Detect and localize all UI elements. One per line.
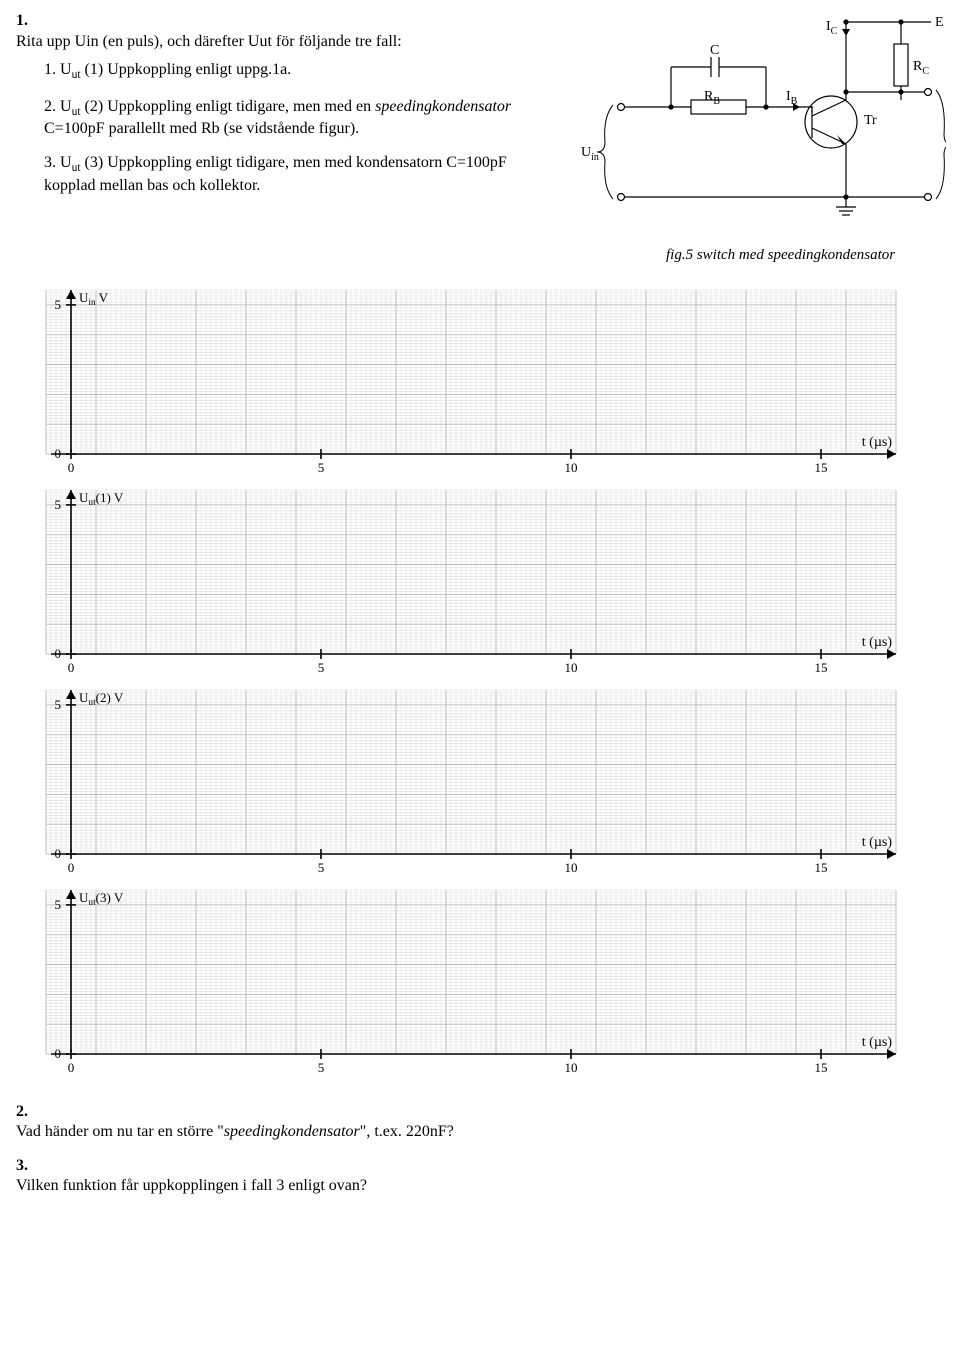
svg-text:t (µs): t (µs) bbox=[862, 1035, 893, 1050]
svg-text:5: 5 bbox=[55, 897, 62, 912]
svg-text:E: E bbox=[935, 15, 944, 30]
graph-panel-1: 05101505t (µs)Uut(1) V bbox=[16, 482, 944, 682]
svg-text:5: 5 bbox=[55, 297, 62, 312]
svg-text:0: 0 bbox=[55, 446, 62, 461]
svg-text:0: 0 bbox=[55, 846, 62, 861]
svg-text:15: 15 bbox=[815, 860, 828, 875]
svg-text:0: 0 bbox=[55, 646, 62, 661]
svg-text:5: 5 bbox=[55, 497, 62, 512]
q1-list: 1. Uut (1) Uppkoppling enligt uppg.1a. 2… bbox=[44, 60, 524, 196]
svg-text:RC: RC bbox=[913, 59, 929, 77]
q1-item-3: 3. Uut (3) Uppkoppling enligt tidigare, … bbox=[44, 153, 524, 196]
svg-text:C: C bbox=[710, 43, 719, 58]
svg-text:15: 15 bbox=[815, 1060, 828, 1075]
svg-text:5: 5 bbox=[318, 460, 325, 475]
svg-text:0: 0 bbox=[55, 1046, 62, 1061]
svg-text:10: 10 bbox=[565, 460, 578, 475]
svg-text:15: 15 bbox=[815, 660, 828, 675]
svg-text:t (µs): t (µs) bbox=[862, 635, 893, 650]
svg-text:Uin: Uin bbox=[581, 145, 599, 163]
svg-text:IC: IC bbox=[826, 19, 838, 37]
svg-text:0: 0 bbox=[68, 460, 75, 475]
question-3: 3. Vilken funktion får uppkopplingen i f… bbox=[16, 1156, 944, 1196]
q1-intro: Rita upp Uin (en puls), och därefter Uut… bbox=[16, 32, 536, 52]
svg-text:10: 10 bbox=[565, 660, 578, 675]
svg-text:0: 0 bbox=[68, 1060, 75, 1075]
svg-text:IB: IB bbox=[786, 89, 798, 107]
svg-text:RB: RB bbox=[704, 89, 720, 107]
question-1-text: 1. Rita upp Uin (en puls), och därefter … bbox=[16, 12, 576, 210]
graph-panel-3: 05101505t (µs)Uut(3) V bbox=[16, 882, 944, 1082]
circuit-caption: fig.5 switch med speedingkondensator bbox=[666, 247, 946, 264]
q1-item-2: 2. Uut (2) Uppkoppling enligt tidigare, … bbox=[44, 97, 524, 140]
svg-text:Tr: Tr bbox=[864, 113, 877, 128]
svg-text:5: 5 bbox=[318, 860, 325, 875]
svg-text:10: 10 bbox=[565, 1060, 578, 1075]
svg-text:t (µs): t (µs) bbox=[862, 435, 893, 450]
q1-number: 1. bbox=[16, 12, 576, 30]
svg-text:0: 0 bbox=[68, 860, 75, 875]
graph-grids: 05101505t (µs)Uin V05101505t (µs)Uut(1) … bbox=[16, 282, 944, 1082]
svg-text:5: 5 bbox=[318, 1060, 325, 1075]
graph-panel-0: 05101505t (µs)Uin V bbox=[16, 282, 944, 482]
circuit-diagram: UinCRBIBTrICERCUut fig.5 switch med spee… bbox=[576, 12, 946, 264]
svg-text:15: 15 bbox=[815, 460, 828, 475]
q1-item-1: 1. Uut (1) Uppkoppling enligt uppg.1a. bbox=[44, 60, 524, 83]
question-2: 2. Vad händer om nu tar en större "speed… bbox=[16, 1102, 944, 1142]
svg-text:0: 0 bbox=[68, 660, 75, 675]
svg-text:10: 10 bbox=[565, 860, 578, 875]
graph-panel-2: 05101505t (µs)Uut(2) V bbox=[16, 682, 944, 882]
svg-text:5: 5 bbox=[318, 660, 325, 675]
svg-text:t (µs): t (µs) bbox=[862, 835, 893, 850]
svg-text:5: 5 bbox=[55, 697, 62, 712]
